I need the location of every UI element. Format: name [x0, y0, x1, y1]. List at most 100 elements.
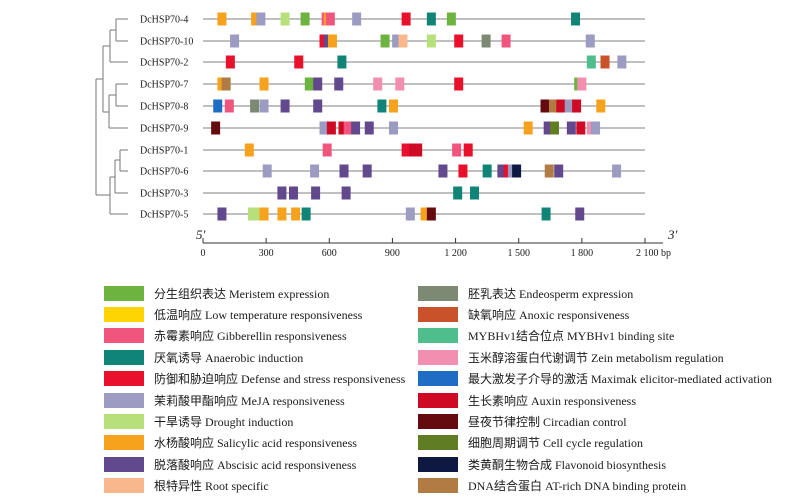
- motif-defense: [454, 34, 464, 48]
- motif-abscisic: [554, 164, 564, 178]
- legend-item-endosperm: 胚乳表达 Endeosperm expression: [418, 284, 633, 302]
- phylogenetic-tree: [95, 18, 128, 215]
- motif-maximak: [213, 99, 223, 113]
- motif-meja: [564, 99, 574, 113]
- gene-row: DcHSP70-10: [140, 34, 645, 48]
- gene-label: DcHSP70-2: [140, 58, 188, 69]
- motif-salicylic: [327, 34, 337, 48]
- motif-abscisic: [364, 121, 374, 135]
- motif-salicylic: [420, 207, 430, 221]
- motif-meja: [392, 34, 402, 48]
- motif-auxin: [326, 121, 336, 135]
- legend-label: 厌氧诱导 Anaerobic induction: [154, 350, 304, 365]
- gene-row: DcHSP70-1: [140, 143, 645, 157]
- motif-abscisic: [566, 121, 576, 135]
- motif-abscisic: [334, 77, 344, 91]
- legend-swatch: [104, 349, 144, 365]
- legend-label: 茉莉酸甲酯响应 MeJA responsiveness: [154, 393, 345, 408]
- legend-label: 缺氧响应 Anoxic responsiveness: [468, 307, 630, 322]
- legend-item-anoxic: 缺氧响应 Anoxic responsiveness: [418, 305, 629, 323]
- legend-label: 最大激发子介导的激活 Maximak elicitor-mediated act…: [468, 372, 773, 387]
- motif-defense: [225, 55, 235, 69]
- motif-abscisic: [497, 164, 507, 178]
- axis-tick-label: 300: [259, 248, 274, 259]
- legend-item-meristem: 分生组织表达 Meristem expression: [104, 284, 329, 302]
- motif-abscisic: [543, 121, 553, 135]
- motif-zein: [577, 77, 587, 91]
- axis-tick-label: 2 100 bp: [636, 248, 671, 259]
- legend-item-salicylic: 水杨酸响应 Salicylic acid responsiveness: [104, 434, 357, 452]
- legend-item-mybhv1: MYBHv1结合位点 MYBHv1 binding site: [418, 327, 674, 345]
- motif-abscisic: [362, 164, 372, 178]
- legend-swatch: [104, 392, 144, 408]
- axis-tick-label: 1 500: [507, 248, 530, 259]
- legend-swatch: [418, 435, 458, 451]
- legend-label: 干旱诱导 Drought induction: [154, 414, 294, 429]
- legend-label: 昼夜节律控制 Circadian control: [468, 414, 627, 429]
- legend-swatch: [418, 349, 458, 365]
- motif-endosperm: [250, 99, 260, 113]
- motif-salicylic: [388, 99, 398, 113]
- motif-meja: [256, 12, 266, 26]
- axis-tick-label: 600: [322, 248, 337, 259]
- gene-label: DcHSP70-4: [140, 15, 188, 26]
- motif-circadian: [540, 99, 550, 113]
- motif-meristem: [446, 12, 456, 26]
- motif-meristem: [380, 34, 390, 48]
- motif-anaerobic: [571, 12, 581, 26]
- motif-abscisic: [217, 207, 227, 221]
- motif-abscisic: [277, 186, 287, 200]
- motif-anaerobic: [377, 99, 387, 113]
- motif-meja: [591, 121, 601, 135]
- motif-abscisic: [311, 186, 321, 200]
- legend-swatch: [104, 306, 144, 322]
- legend-swatch: [418, 328, 458, 344]
- motif-defense: [294, 55, 304, 69]
- motif-endosperm: [481, 34, 491, 48]
- gene-label: DcHSP70-10: [140, 37, 193, 48]
- motif-salicylic: [596, 99, 606, 113]
- motif-auxin: [556, 99, 566, 113]
- legend-label: 水杨酸响应 Salicylic acid responsiveness: [154, 436, 357, 451]
- legend-label: 胚乳表达 Endeosperm expression: [468, 286, 634, 301]
- motif-circadian: [426, 207, 436, 221]
- legend-swatch: [418, 285, 458, 301]
- motif-meristem: [304, 77, 314, 91]
- gene-rows: DcHSP70-4 DcHSP70-10 DcHSP70-2 DcHSP70-7 DcH…: [140, 12, 645, 221]
- motif-drought: [254, 207, 264, 221]
- motif-atrich: [544, 164, 554, 178]
- motif-meja: [259, 99, 269, 113]
- axis-tick-label: 1 200: [444, 248, 467, 259]
- motif-meja: [310, 164, 320, 178]
- motif-drought: [426, 34, 436, 48]
- motif-salicylic: [251, 12, 261, 26]
- gene-row: DcHSP70-6: [140, 164, 645, 178]
- motif-abscisic: [280, 99, 290, 113]
- legend-swatch: [104, 435, 144, 451]
- gene-row: DcHSP70-4: [140, 12, 645, 26]
- gene-label: DcHSP70-8: [140, 102, 188, 113]
- legend-swatch: [418, 456, 458, 472]
- legend-item-zein: 玉米醇溶蛋白代谢调节 Zein metabolism regulation: [418, 348, 724, 366]
- motif-abscisic: [339, 164, 349, 178]
- motif-circadian: [211, 121, 221, 135]
- motif-meja: [405, 207, 415, 221]
- legend-item-gibberellin: 赤霉素响应 Gibberellin responsiveness: [104, 327, 347, 345]
- motif-gibberellin: [325, 12, 335, 26]
- motif-abscisic: [289, 186, 299, 200]
- motif-anaerobic: [541, 207, 551, 221]
- gene-row: DcHSP70-7: [140, 77, 645, 91]
- legend-swatch: [418, 371, 458, 387]
- legend-swatch: [104, 478, 144, 494]
- motif-salicylic: [291, 207, 301, 221]
- motif-meja: [617, 55, 627, 69]
- motif-meja: [319, 121, 329, 135]
- legend-item-circadian: 昼夜节律控制 Circadian control: [418, 412, 627, 430]
- gene-row: DcHSP70-9: [140, 121, 645, 135]
- legend-item-anaerobic: 厌氧诱导 Anaerobic induction: [104, 348, 303, 366]
- motif-defense: [401, 12, 411, 26]
- motif-auxin: [338, 121, 348, 135]
- legend-item-maximak: 最大激发子介导的激活 Maximak elicitor-mediated act…: [418, 370, 772, 388]
- legend-swatch: [104, 413, 144, 429]
- motif-anaerobic: [453, 186, 463, 200]
